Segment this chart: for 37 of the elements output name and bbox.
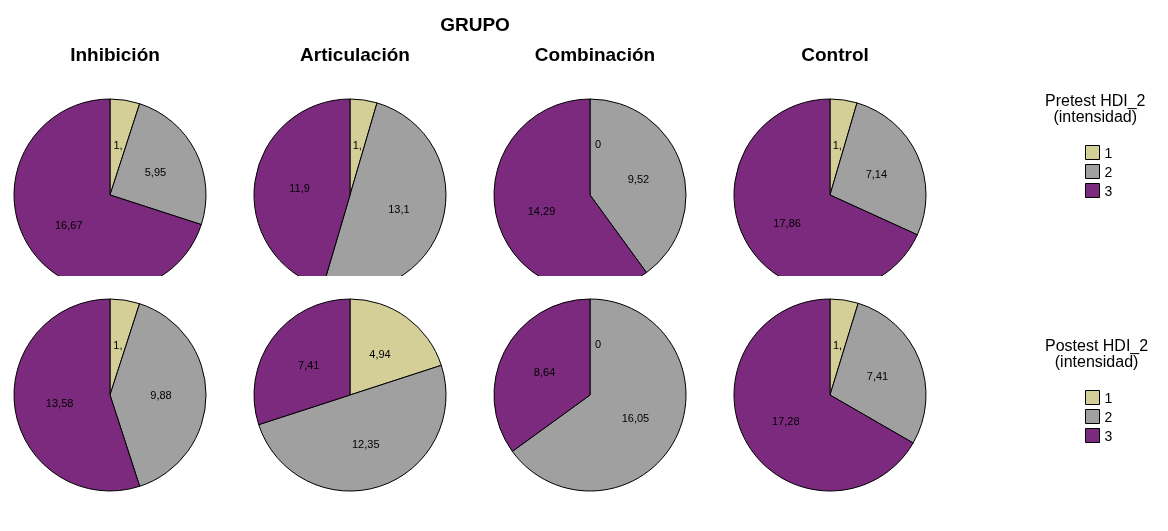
text: 0 xyxy=(594,138,602,150)
text: 0 xyxy=(594,338,602,350)
legend-title: Postest HDI_2 (intensidad) xyxy=(1045,336,1149,370)
data-label: 11,9 xyxy=(289,181,310,194)
data-label: 8,64 xyxy=(533,365,556,378)
chart-title: Combinación xyxy=(534,44,656,65)
data-label: 7,41 xyxy=(298,359,320,372)
legend-label: 3 xyxy=(1104,427,1113,444)
text: GRUPO xyxy=(439,14,511,36)
data-label: 17,86 xyxy=(773,216,801,229)
data-label: 13,1 xyxy=(388,203,410,216)
legend-label: 3 xyxy=(1104,182,1113,199)
data-label: 1, xyxy=(352,138,362,151)
data-label: 16,05 xyxy=(621,412,650,425)
data-label: 7,41 xyxy=(866,370,889,383)
data-label: 14,29 xyxy=(527,204,556,217)
chart-title: Inhibición xyxy=(70,44,160,65)
legend-title: Pretest HDI_2 (intensidad) xyxy=(1045,91,1146,125)
legend-label: 2 xyxy=(1104,408,1113,425)
data-label: 17,28 xyxy=(772,414,800,427)
data-label: 1, xyxy=(113,338,123,351)
data-label: 9,52 xyxy=(627,173,650,186)
data-label: 1, xyxy=(113,138,123,151)
chart-title: Articulación xyxy=(300,44,410,65)
legend-label: 1 xyxy=(1104,144,1113,161)
data-label: 1, xyxy=(832,338,843,351)
data-label: 4,94 xyxy=(369,347,391,360)
data-label: 9,88 xyxy=(150,388,172,401)
legend-label: 1 xyxy=(1104,389,1113,406)
data-label: 16,67 xyxy=(54,218,83,231)
data-label: 13,58 xyxy=(45,396,74,409)
data-label: 12,35 xyxy=(351,437,380,450)
data-label: 1, xyxy=(832,138,842,151)
data-label: 7,14 xyxy=(865,167,888,180)
legend-label: 2 xyxy=(1104,163,1113,180)
data-label: 5,95 xyxy=(144,165,167,178)
chart-title: Control xyxy=(801,44,869,65)
